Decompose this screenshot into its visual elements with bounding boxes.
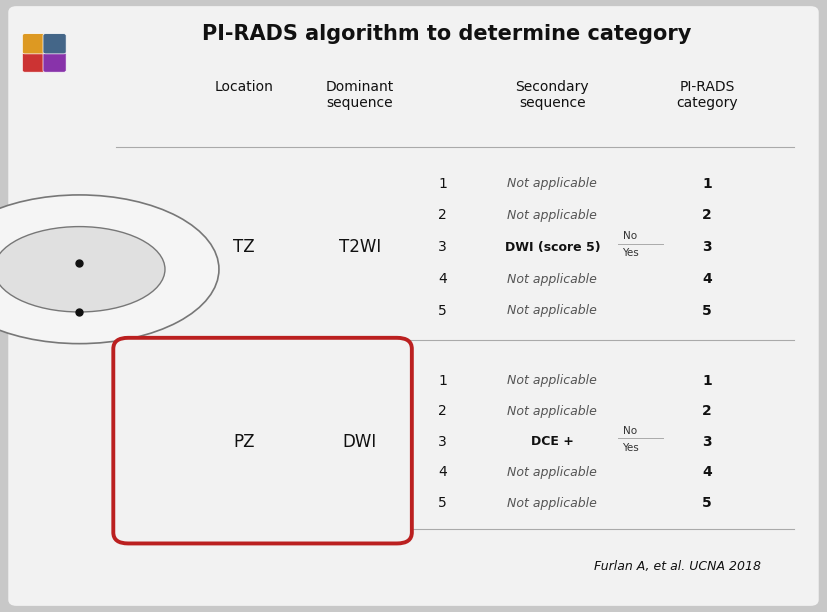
- Text: Not applicable: Not applicable: [508, 466, 597, 479]
- Text: T2WI: T2WI: [338, 238, 381, 256]
- Text: Not applicable: Not applicable: [508, 405, 597, 418]
- Text: Not applicable: Not applicable: [508, 272, 597, 286]
- Text: Not applicable: Not applicable: [508, 374, 597, 387]
- Text: 5: 5: [702, 496, 712, 510]
- Text: TZ: TZ: [233, 238, 255, 256]
- Text: DWI: DWI: [342, 433, 377, 451]
- Text: 5: 5: [438, 496, 447, 510]
- Text: 1: 1: [438, 177, 447, 190]
- Text: 1: 1: [702, 374, 712, 387]
- Text: 3: 3: [438, 241, 447, 254]
- Text: 4: 4: [438, 466, 447, 479]
- Text: 1: 1: [702, 177, 712, 190]
- Text: 2: 2: [702, 405, 712, 418]
- Text: Not applicable: Not applicable: [508, 177, 597, 190]
- Text: 2: 2: [438, 405, 447, 418]
- Text: 5: 5: [702, 304, 712, 318]
- Text: No: No: [623, 231, 638, 241]
- Text: PI-RADS
category: PI-RADS category: [676, 80, 738, 110]
- FancyBboxPatch shape: [22, 34, 45, 54]
- Text: 3: 3: [702, 435, 712, 449]
- FancyBboxPatch shape: [22, 52, 45, 72]
- FancyBboxPatch shape: [43, 34, 66, 54]
- Text: Yes: Yes: [622, 443, 638, 453]
- Ellipse shape: [0, 195, 219, 343]
- Text: 1: 1: [438, 374, 447, 387]
- Text: 2: 2: [438, 209, 447, 222]
- Text: Not applicable: Not applicable: [508, 304, 597, 318]
- Text: DWI (score 5): DWI (score 5): [504, 241, 600, 254]
- Text: 4: 4: [702, 272, 712, 286]
- Text: No: No: [623, 426, 638, 436]
- Text: Secondary
sequence: Secondary sequence: [515, 80, 590, 110]
- FancyBboxPatch shape: [43, 52, 66, 72]
- Text: 3: 3: [702, 241, 712, 254]
- Text: Location: Location: [214, 80, 274, 94]
- FancyBboxPatch shape: [113, 338, 412, 543]
- Text: DCE +: DCE +: [531, 435, 574, 449]
- FancyBboxPatch shape: [8, 6, 819, 606]
- Text: Not applicable: Not applicable: [508, 496, 597, 510]
- Text: Dominant
sequence: Dominant sequence: [326, 80, 394, 110]
- Text: 4: 4: [438, 272, 447, 286]
- Text: 3: 3: [438, 435, 447, 449]
- Text: PZ: PZ: [233, 433, 255, 451]
- Text: Yes: Yes: [622, 248, 638, 258]
- Text: 2: 2: [702, 209, 712, 222]
- Text: PI-RADS algorithm to determine category: PI-RADS algorithm to determine category: [202, 24, 691, 43]
- Text: 5: 5: [438, 304, 447, 318]
- Text: 4: 4: [702, 466, 712, 479]
- Text: Not applicable: Not applicable: [508, 209, 597, 222]
- Text: Furlan A, et al. UCNA 2018: Furlan A, et al. UCNA 2018: [594, 559, 761, 573]
- Ellipse shape: [0, 226, 165, 312]
